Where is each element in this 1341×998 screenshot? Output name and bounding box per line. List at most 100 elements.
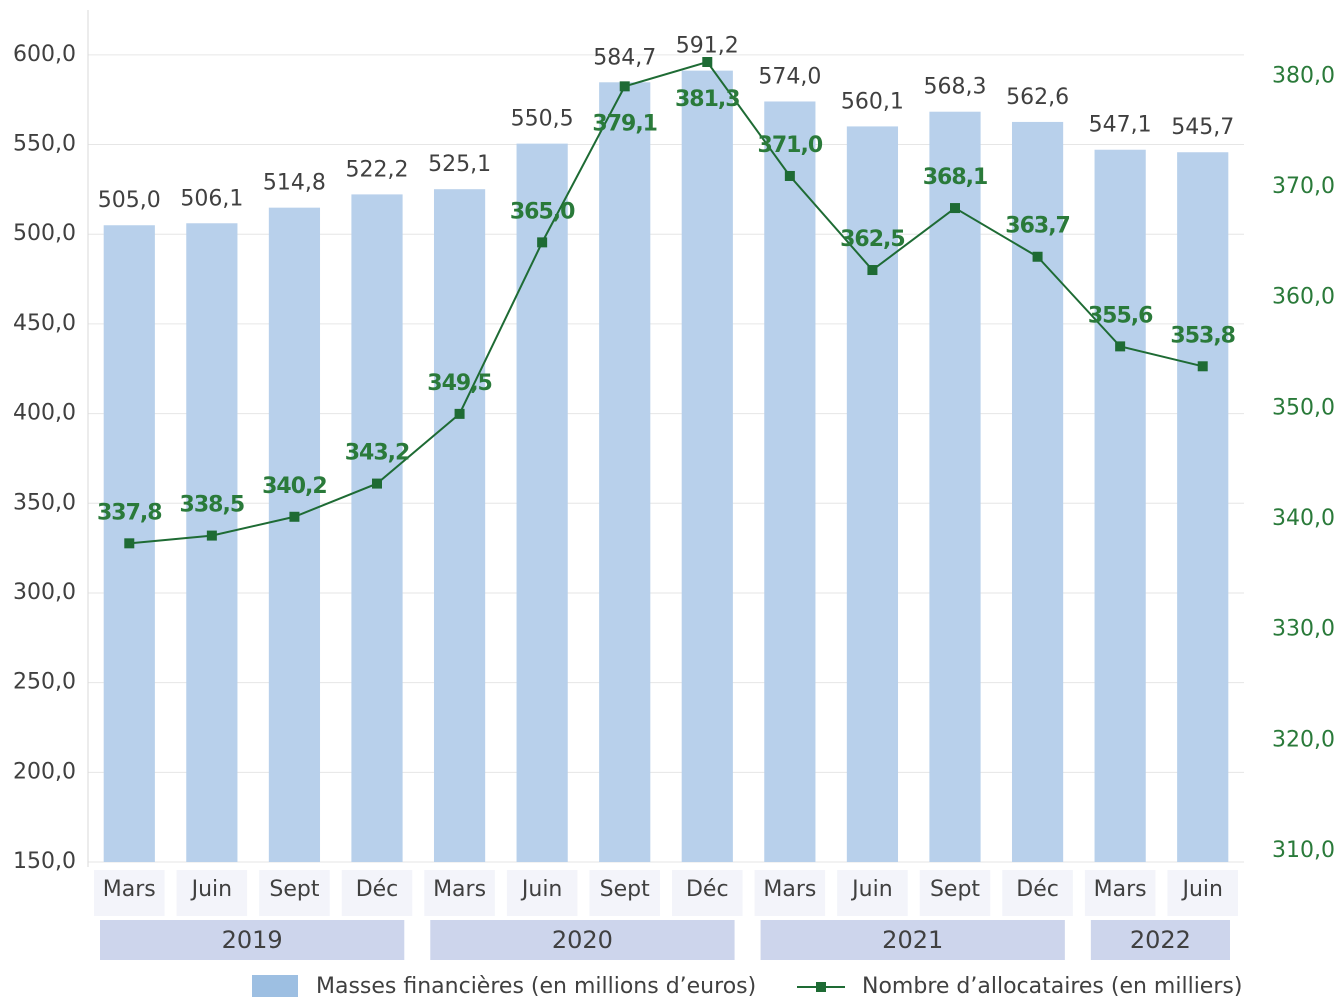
x-tick-bg xyxy=(506,870,578,916)
line-marker xyxy=(206,530,217,541)
y-tick-label: 250,0 xyxy=(13,670,76,695)
x-tick-bg xyxy=(1084,870,1156,916)
year-box xyxy=(430,920,735,960)
bar-label: 584,7 xyxy=(593,45,656,70)
y-tick-label: 350,0 xyxy=(13,490,76,515)
y2-tick-label: 330,0 xyxy=(1272,617,1335,642)
bar xyxy=(764,101,816,862)
x-tick-bg xyxy=(837,870,908,916)
y-tick-label: 600,0 xyxy=(13,42,76,67)
year-label: 2020 xyxy=(552,926,613,954)
bar-label: 550,5 xyxy=(511,107,574,132)
line-marker xyxy=(784,170,795,181)
x-tick-label: Juin xyxy=(1180,877,1223,902)
year-box xyxy=(760,920,1065,960)
year-box xyxy=(100,920,405,960)
line-label: 353,8 xyxy=(1170,323,1235,348)
x-tick-bg xyxy=(1167,870,1238,916)
x-tick-bg xyxy=(94,870,165,916)
line-marker xyxy=(1032,251,1043,262)
line-marker xyxy=(289,511,300,522)
line-label: 381,3 xyxy=(675,87,740,112)
line xyxy=(129,60,1203,545)
x-tick-label: Juin xyxy=(850,877,893,902)
x-tick-bg xyxy=(1002,870,1073,916)
bar-label: 568,3 xyxy=(924,75,987,100)
y2-tick-label: 340,0 xyxy=(1272,506,1335,531)
legend-label: Masses financières (en millions d’euros) xyxy=(316,974,756,998)
y-tick-label: 200,0 xyxy=(13,759,76,784)
line-label: 338,5 xyxy=(180,493,245,518)
line-label: 355,6 xyxy=(1088,303,1153,328)
y-tick-label: 550,0 xyxy=(13,132,76,157)
bar-label: 505,0 xyxy=(98,188,161,213)
line-label: 363,7 xyxy=(1005,214,1070,239)
x-tick-bg xyxy=(672,870,743,916)
bar-label: 545,7 xyxy=(1171,115,1234,140)
x-tick-label: Déc xyxy=(356,877,399,902)
x-tick-label: Mars xyxy=(103,877,156,902)
line-marker xyxy=(619,81,630,92)
x-tick-bg xyxy=(589,870,660,916)
line-label: 340,2 xyxy=(262,474,327,499)
bar-label: 522,2 xyxy=(346,157,409,182)
x-tick-bg xyxy=(424,870,495,916)
x-tick-label: Déc xyxy=(1016,877,1059,902)
bar-label: 525,1 xyxy=(428,152,491,177)
bar xyxy=(351,194,403,862)
year-label: 2021 xyxy=(882,926,943,954)
x-tick-label: Sept xyxy=(930,877,980,902)
year-label: 2022 xyxy=(1130,926,1191,954)
x-tick-label: Juin xyxy=(520,877,563,902)
y-tick-label: 500,0 xyxy=(13,221,76,246)
line-marker xyxy=(867,265,878,276)
bar-label: 514,8 xyxy=(263,171,326,196)
bar xyxy=(1094,149,1146,862)
bar xyxy=(846,126,899,863)
x-tick-bg xyxy=(259,870,330,916)
line-marker xyxy=(1115,341,1126,352)
x-tick-label: Mars xyxy=(433,877,486,902)
x-tick-bg xyxy=(919,870,991,916)
y2-tick-label: 370,0 xyxy=(1272,174,1335,199)
bar-label: 591,2 xyxy=(676,34,739,59)
legend-swatch-bar xyxy=(252,975,298,997)
bar xyxy=(433,189,486,862)
x-tick-label: Sept xyxy=(600,877,650,902)
line-label: 343,2 xyxy=(345,441,410,466)
bar-label: 574,0 xyxy=(758,64,821,89)
y2-tick-label: 310,0 xyxy=(1272,838,1335,863)
bar xyxy=(929,111,981,862)
y-tick-label: 450,0 xyxy=(13,311,76,336)
bar-label: 560,1 xyxy=(841,89,904,114)
line-marker xyxy=(950,203,960,214)
x-tick-label: Juin xyxy=(190,877,233,902)
line-marker xyxy=(124,538,135,549)
y-tick-label: 300,0 xyxy=(13,580,76,605)
legend-swatch-marker xyxy=(816,982,826,992)
bar-label: 506,1 xyxy=(180,186,243,211)
x-tick-label: Mars xyxy=(1094,877,1147,902)
bar xyxy=(599,82,651,863)
line-marker xyxy=(372,478,382,489)
y-tick-label: 150,0 xyxy=(13,849,76,874)
bar-label: 547,1 xyxy=(1089,113,1152,138)
x-tick-label: Sept xyxy=(269,877,319,902)
y-tick-label: 400,0 xyxy=(13,401,76,426)
bar xyxy=(516,143,568,863)
y2-tick-label: 360,0 xyxy=(1272,285,1335,310)
bar xyxy=(1177,152,1229,863)
line-marker xyxy=(454,408,465,419)
bar xyxy=(186,223,238,863)
bar xyxy=(681,70,733,862)
plot: 150,0 200,0 250,0 300,0 350,0 400,0 450,0 500,0… xyxy=(13,10,1335,960)
x-tick-label: Déc xyxy=(686,877,729,902)
year-label: 2019 xyxy=(222,926,283,954)
x-tick-bg xyxy=(176,870,248,916)
bar-label: 562,6 xyxy=(1006,85,1069,110)
y2-tick-label: 320,0 xyxy=(1272,727,1335,752)
y2-tick-label: 350,0 xyxy=(1272,395,1335,420)
line-label: 379,1 xyxy=(592,111,657,136)
line-label: 349,5 xyxy=(427,371,492,396)
